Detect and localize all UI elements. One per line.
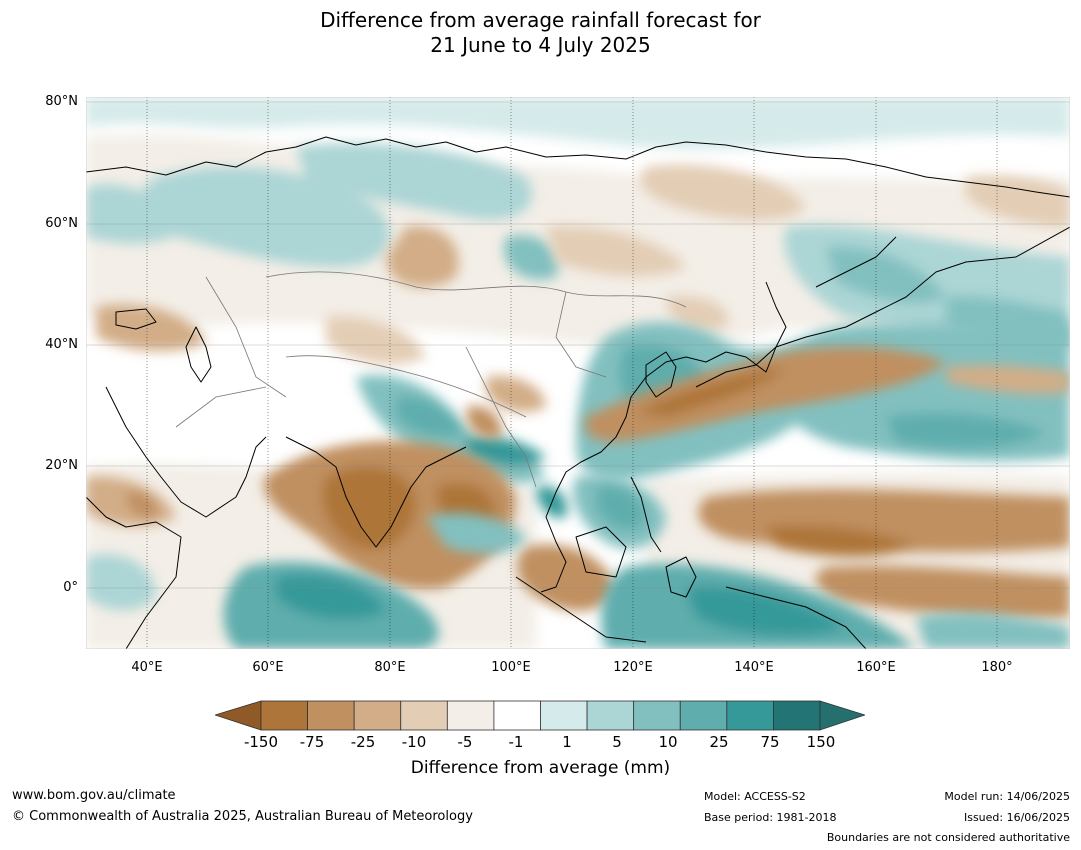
rainfall-anomaly-field (86, 97, 1070, 649)
colorbar-tick-3: -25 (350, 733, 376, 751)
colorbar-tick-1: -150 (243, 733, 279, 751)
colorbar-cell (353, 700, 402, 731)
boundaries (175, 271, 687, 488)
title-line-1: Difference from average rainfall forecas… (320, 8, 761, 32)
rainfall-map (86, 97, 1070, 649)
colorbar-extend-low (215, 700, 262, 731)
colorbar-tick-9: 10 (658, 733, 678, 751)
colorbar-cell (726, 700, 774, 731)
colorbar-tick-7: 1 (562, 733, 572, 751)
colorbar-cell (773, 700, 821, 731)
lon-label-160e: 160°E (856, 660, 896, 675)
colorbar-cell (446, 700, 495, 731)
model-name: Model: ACCESS-S2 (704, 790, 806, 803)
lon-label-60e: 60°E (252, 660, 284, 675)
graticule (146, 97, 998, 649)
map-title: Difference from average rainfall forecas… (0, 8, 1081, 58)
colorbar-tick-10: 25 (709, 733, 729, 751)
copyright-text: © Commonwealth of Australia 2025, Austra… (12, 809, 473, 824)
title-line-2: 21 June to 4 July 2025 (430, 33, 651, 57)
map-canvas (86, 97, 1070, 649)
colorbar-tick-12: 150 (806, 733, 836, 751)
colorbar-cell (400, 700, 448, 731)
colorbar-cell (586, 700, 635, 731)
colorbar-cell (540, 700, 588, 731)
lat-label-40n: 40°N (45, 337, 78, 352)
model-run-date: Model run: 14/06/2025 (944, 790, 1070, 803)
lat-label-20n: 20°N (45, 458, 78, 473)
colorbar-label: Difference from average (mm) (410, 758, 671, 778)
lon-label-180: 180° (981, 660, 1013, 675)
colorbar-cell (260, 700, 308, 731)
lat-label-0: 0° (63, 580, 78, 595)
colorbar-extend-high (819, 700, 865, 731)
lat-label-60n: 60°N (45, 216, 78, 231)
lon-label-40e: 40°E (131, 660, 163, 675)
lon-label-80e: 80°E (374, 660, 406, 675)
colorbar-tick-6: -1 (508, 733, 524, 751)
lon-label-100e: 100°E (491, 660, 531, 675)
colorbar-tick-4: -10 (401, 733, 427, 751)
colorbar-cell (307, 700, 355, 731)
colorbar-cell (679, 700, 728, 731)
coastlines (86, 136, 1070, 649)
colorbar-tick-2: -75 (299, 733, 325, 751)
colorbar-cell (493, 700, 541, 731)
issued-date: Issued: 16/06/2025 (963, 811, 1070, 824)
base-period: Base period: 1981-2018 (704, 811, 837, 824)
website-link[interactable]: www.bom.gov.au/climate (12, 788, 176, 803)
lon-label-120e: 120°E (613, 660, 653, 675)
colorbar-cell (633, 700, 681, 731)
colorbar-tick-5: -5 (457, 733, 473, 751)
lat-label-80n: 80°N (45, 94, 78, 109)
colorbar-tick-8: 5 (612, 733, 622, 751)
colorbar-cells (260, 700, 821, 731)
colorbar-tick-11: 75 (760, 733, 780, 751)
colorbar (215, 700, 865, 731)
boundaries-disclaimer: Boundaries are not considered authoritat… (826, 831, 1070, 844)
lon-label-140e: 140°E (734, 660, 774, 675)
